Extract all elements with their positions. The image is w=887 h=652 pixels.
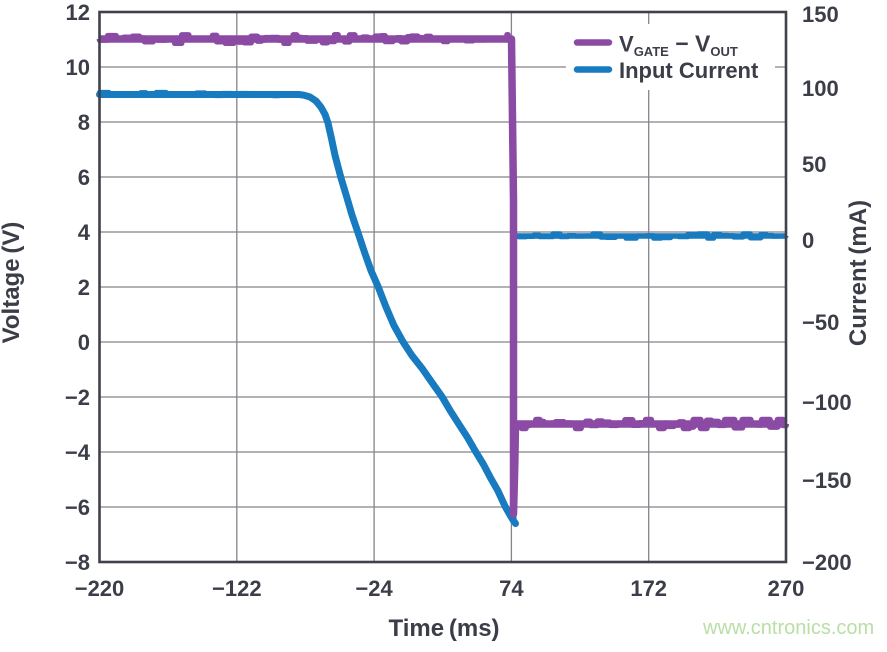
svg-text:−8: −8 [65, 550, 90, 575]
svg-text:100: 100 [802, 76, 839, 101]
svg-text:6: 6 [78, 165, 90, 190]
svg-text:2: 2 [78, 275, 90, 300]
svg-text:www.cntronics.com: www.cntronics.com [702, 617, 874, 639]
svg-text:12: 12 [66, 0, 90, 25]
svg-text:0: 0 [78, 330, 90, 355]
svg-text:4: 4 [78, 220, 91, 245]
svg-text:−2: −2 [65, 385, 90, 410]
svg-text:Current (mA): Current (mA) [845, 200, 872, 346]
svg-text:Voltage (V): Voltage (V) [0, 222, 25, 344]
svg-text:−24: −24 [355, 576, 393, 601]
svg-text:150: 150 [802, 2, 839, 27]
svg-text:Input Current: Input Current [619, 58, 759, 83]
svg-text:270: 270 [768, 576, 805, 601]
svg-text:−122: −122 [212, 576, 262, 601]
svg-text:0: 0 [802, 228, 814, 253]
svg-text:−6: −6 [65, 495, 90, 520]
svg-text:−200: −200 [802, 550, 852, 575]
svg-text:50: 50 [802, 152, 826, 177]
svg-text:−150: −150 [802, 468, 852, 493]
svg-text:8: 8 [78, 110, 90, 135]
svg-text:Time (ms): Time (ms) [388, 615, 499, 642]
svg-text:−50: −50 [802, 310, 839, 335]
svg-text:74: 74 [499, 576, 524, 601]
svg-text:10: 10 [66, 55, 90, 80]
svg-text:172: 172 [630, 576, 667, 601]
svg-text:−100: −100 [802, 390, 852, 415]
svg-text:−220: −220 [75, 576, 125, 601]
svg-text:−4: −4 [65, 440, 91, 465]
